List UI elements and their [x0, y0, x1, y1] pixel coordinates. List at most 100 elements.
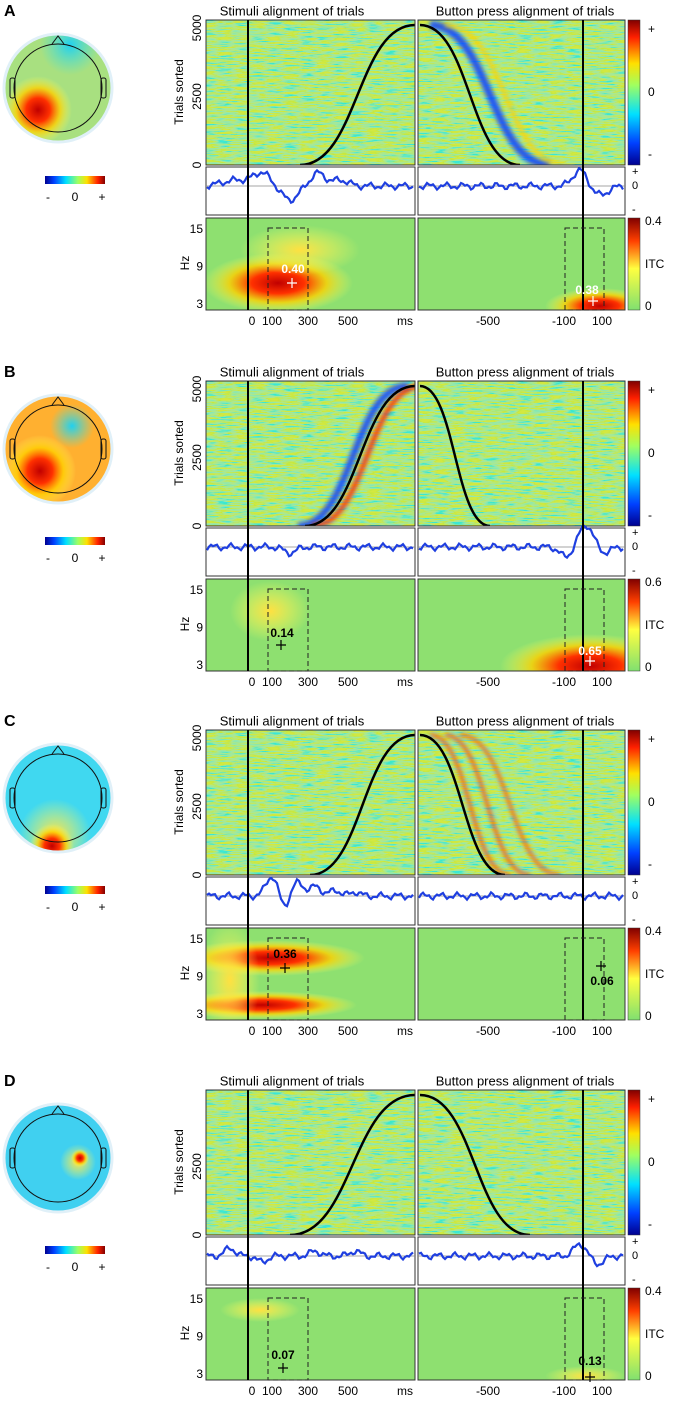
- rt-curve: [299, 23, 415, 165]
- peak-cross: [588, 296, 598, 306]
- trial-tick-label: 0: [190, 522, 204, 529]
- topomap: [4, 744, 112, 852]
- raster-noise: [206, 730, 415, 875]
- head: [13, 43, 103, 133]
- peak-value: 0.14: [270, 626, 294, 640]
- itc-base: [418, 1288, 625, 1380]
- x-tick-label: 100: [592, 1024, 612, 1038]
- raster-colorbar-label: +: [648, 22, 655, 36]
- erp-tick-label: 0: [632, 890, 638, 902]
- erp-tick-label: 0: [632, 541, 638, 553]
- y-axis-label: Trials sorted: [172, 59, 186, 125]
- plot-title: Stimuli alignment of trials: [220, 1073, 365, 1088]
- raster-colorbar-label: -: [648, 1217, 652, 1231]
- x-tick-label: -100: [552, 1024, 576, 1038]
- itc-blob: [206, 940, 365, 976]
- erp-tick-label: -: [632, 914, 636, 926]
- plot-title: Button press alignment of trials: [436, 1073, 615, 1088]
- topo-colorbar: [45, 886, 105, 894]
- head: [13, 753, 103, 843]
- raster-band: [297, 382, 409, 526]
- ear: [9, 438, 16, 460]
- raster-band: [459, 733, 561, 875]
- panel: D - 0 + Stimuli alignment of trials Button pr…: [2, 1073, 665, 1398]
- ear: [100, 787, 107, 809]
- hz-tick-label: 3: [196, 297, 203, 311]
- itc-map: [418, 218, 625, 310]
- plot-title: Button press alignment of trials: [436, 3, 615, 18]
- itc-colorbar-label: 0: [645, 1369, 652, 1383]
- topomap: [4, 395, 112, 503]
- ear: [9, 77, 16, 99]
- raster-colorbar-label: 0: [648, 446, 655, 460]
- ear: [100, 1147, 107, 1169]
- itc-map: [206, 579, 415, 671]
- nose: [51, 396, 65, 406]
- itc-colorbar: [627, 1287, 641, 1381]
- x-tick-label: 500: [338, 675, 358, 689]
- hz-label: Hz: [178, 617, 192, 632]
- raster-frame: [205, 1089, 416, 1236]
- erp-tick-label: -: [632, 1274, 636, 1286]
- topo-blob: [71, 1149, 89, 1167]
- x-tick-label: 500: [338, 314, 358, 328]
- trial-tick-label: 0: [190, 871, 204, 878]
- rt-curve: [419, 1093, 531, 1235]
- itc-frame: [417, 1287, 626, 1381]
- itc-window: [267, 588, 309, 672]
- itc-map: [418, 579, 625, 671]
- raster-colorbar: [627, 729, 641, 876]
- x-tick-label: 100: [262, 675, 282, 689]
- rt-curve: [304, 384, 415, 526]
- raster-noise: [418, 730, 625, 875]
- erp-frame: [417, 876, 626, 926]
- rt-curve: [309, 733, 415, 875]
- x-tick-label: 100: [262, 314, 282, 328]
- itc-window: [564, 1297, 605, 1381]
- rt-curve: [419, 23, 521, 165]
- itc-window: [564, 588, 605, 672]
- trial-tick-label: 2500: [190, 1153, 204, 1180]
- erp-tick-label: 0: [632, 1250, 638, 1262]
- itc-frame: [417, 578, 626, 672]
- itc-frame: [417, 927, 626, 1021]
- trial-tick-label: 5000: [190, 724, 204, 751]
- topo-rim: [2, 32, 114, 144]
- peak-cross: [276, 640, 286, 650]
- trial-tick-label: 2500: [190, 793, 204, 820]
- x-unit: ms: [397, 675, 413, 689]
- itc-blob: [206, 928, 260, 1020]
- plot-title: Button press alignment of trials: [436, 713, 615, 728]
- erp-trace: [418, 523, 624, 560]
- raster-noise: [206, 20, 415, 165]
- itc-base: [418, 928, 625, 1020]
- peak-value: 0.07: [271, 1348, 295, 1362]
- hz-label: Hz: [178, 256, 192, 271]
- itc-blob: [230, 581, 310, 641]
- raster-colorbar: [627, 380, 641, 527]
- panel-label: B: [4, 364, 16, 381]
- erp-frame: [205, 527, 416, 577]
- erp-trace: [418, 166, 624, 198]
- plot-title: Button press alignment of trials: [436, 364, 615, 379]
- itc-label: ITC: [645, 967, 665, 981]
- peak-cross: [280, 963, 290, 973]
- itc-window: [564, 227, 605, 311]
- raster-colorbar-label: -: [648, 508, 652, 522]
- raster-noise: [418, 1090, 625, 1235]
- erp-frame: [205, 1236, 416, 1286]
- hz-tick-label: 15: [190, 222, 204, 236]
- erp-trace: [418, 1241, 624, 1268]
- hz-tick-label: 15: [190, 583, 204, 597]
- itc-frame: [205, 578, 416, 672]
- raster: [206, 730, 415, 875]
- nose: [51, 745, 65, 755]
- raster-frame: [205, 19, 416, 166]
- erp-tick-label: 0: [632, 180, 638, 192]
- itc-colorbar-label: 0.6: [645, 575, 662, 589]
- raster-colorbar: [627, 1089, 641, 1236]
- topo-colorbar-label: 0: [72, 551, 79, 565]
- itc-colorbar-label: 0: [645, 1009, 652, 1023]
- peak-value: 0.38: [575, 283, 599, 297]
- itc-label: ITC: [645, 257, 665, 271]
